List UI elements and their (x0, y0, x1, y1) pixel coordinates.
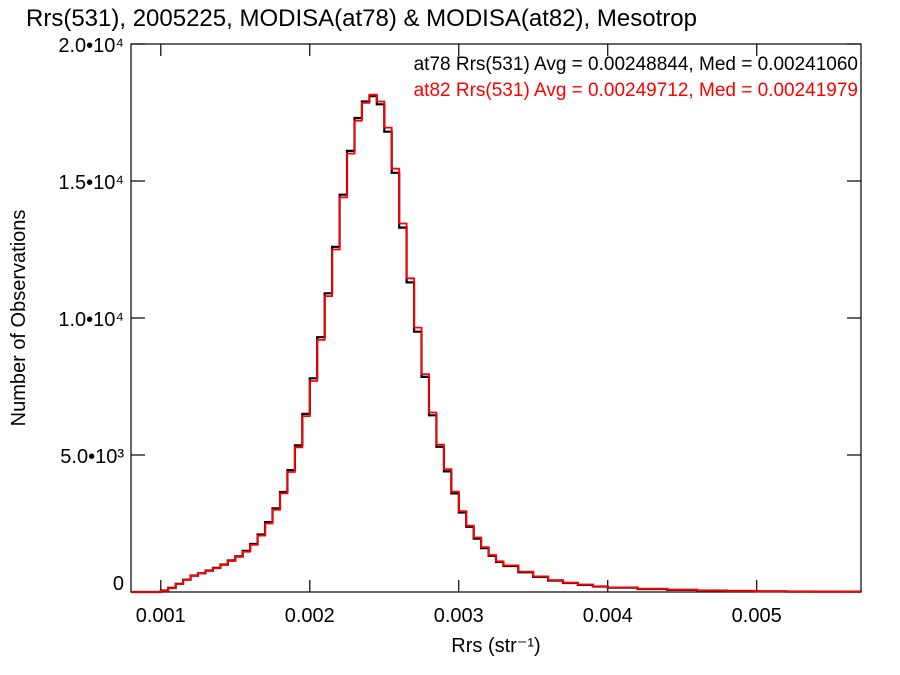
x-tick-label: 0.001 (136, 605, 186, 627)
x-tick-label: 0.005 (732, 605, 782, 627)
legend-entry-at82: at82 Rrs(531) Avg = 0.00249712, Med = 0.… (414, 80, 858, 101)
plot-frame (130, 43, 862, 593)
series-line-at78 (131, 95, 863, 594)
y-tick-label: 5.0•10³ (60, 446, 124, 468)
chart-title: Rrs(531), 2005225, MODISA(at78) & MODISA… (26, 5, 697, 32)
y-tick-label: 0 (113, 573, 124, 595)
x-tick-label: 0.003 (434, 605, 484, 627)
y-axis-label: Number of Observations (8, 210, 30, 427)
y-tick-label: 2.0•10⁴ (58, 35, 124, 57)
legend-entry-at78: at78 Rrs(531) Avg = 0.00248844, Med = 0.… (414, 54, 858, 75)
x-tick-label: 0.002 (285, 605, 335, 627)
y-tick-label: 1.0•10⁴ (58, 309, 124, 331)
y-tick-label: 1.5•10⁴ (58, 172, 124, 194)
series-line-at82 (131, 93, 862, 593)
series-layer (131, 93, 863, 594)
x-tick-label: 0.004 (583, 605, 633, 627)
axes: 0.001 0.002 0.003 0.004 0.005 0 5.0•10³ 1.0•10⁴… (58, 35, 861, 627)
x-axis-label: Rrs (str⁻¹) (451, 635, 540, 657)
